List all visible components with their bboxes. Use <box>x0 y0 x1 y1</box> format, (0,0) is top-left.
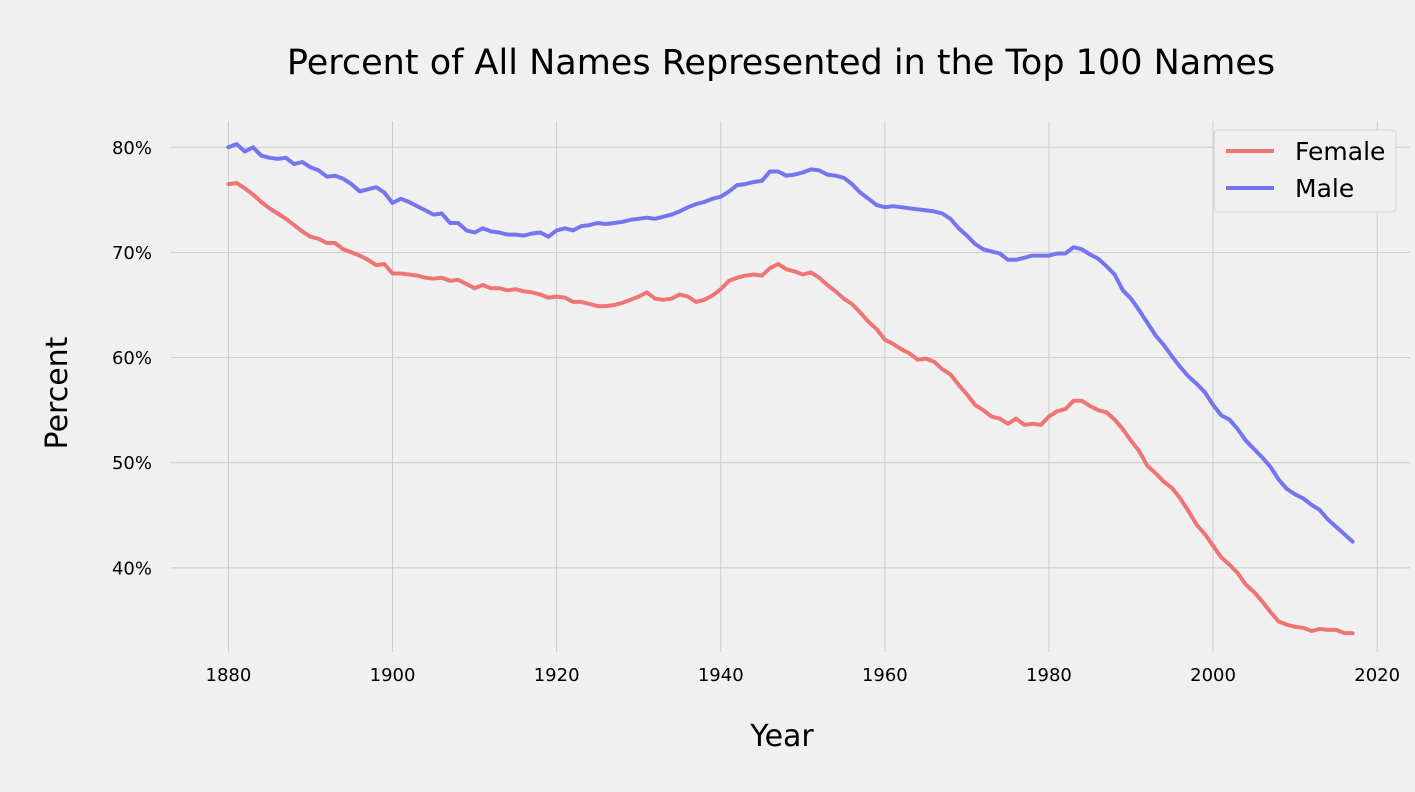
y-tick-label: 80% <box>112 138 152 159</box>
chart-title: Percent of All Names Represented in the … <box>287 43 1275 83</box>
y-tick-label: 60% <box>112 348 152 369</box>
legend: Female Male <box>1213 129 1397 213</box>
y-tick-label: 40% <box>112 558 152 579</box>
x-tick-label: 1980 <box>1026 665 1072 686</box>
x-tick-label: 1880 <box>206 665 252 686</box>
x-tick-label: 1900 <box>370 665 416 686</box>
y-axis-label: Percent <box>40 336 75 449</box>
legend-label-female: Female <box>1295 137 1385 166</box>
x-tick-label: 1920 <box>534 665 580 686</box>
x-tick-label: 1960 <box>862 665 908 686</box>
x-tick-label: 2020 <box>1354 665 1400 686</box>
y-tick-label: 50% <box>112 453 152 474</box>
x-axis-label: Year <box>749 719 814 754</box>
series-lines <box>226 142 1355 636</box>
tick-labels: 1880 1900 1920 1940 1960 1980 2000 2020 40% 50% 60… <box>112 138 1400 686</box>
legend-label-male: Male <box>1295 174 1354 203</box>
series-line-male <box>226 142 1355 544</box>
x-tick-label: 1940 <box>698 665 744 686</box>
grid <box>171 121 1410 652</box>
x-tick-label: 2000 <box>1190 665 1236 686</box>
series-line-female <box>226 181 1355 636</box>
y-tick-label: 70% <box>112 243 152 264</box>
